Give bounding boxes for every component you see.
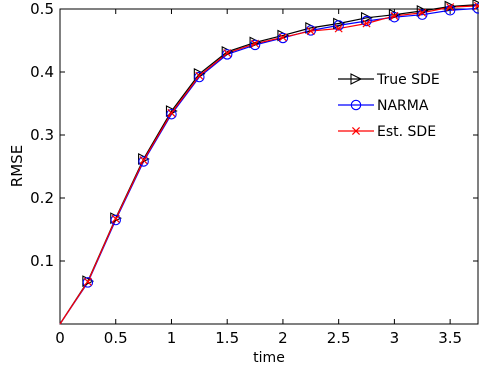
data-point: [473, 1, 479, 10]
x-tick-label: 3.5: [438, 329, 462, 347]
legend-marker: [350, 73, 363, 85]
x-tick-label: 0.5: [104, 329, 128, 347]
legend-label: Est. SDE: [377, 124, 436, 140]
y-tick-label: 0.5: [30, 0, 54, 18]
data-point: [277, 32, 289, 44]
data-point: [361, 15, 372, 27]
x-marker-stroke: [473, 4, 479, 10]
x-marker-stroke: [83, 277, 92, 286]
data-point: [334, 24, 343, 33]
y-tick-label: 0.4: [30, 63, 54, 81]
x-axis-label: time: [253, 350, 285, 366]
legend-marker: [351, 126, 361, 136]
data-point: [446, 3, 455, 12]
data-point: [195, 71, 204, 80]
x-marker-stroke: [390, 11, 399, 20]
series-lines: [59, 3, 479, 325]
x-marker-stroke: [334, 24, 343, 33]
legend-label: True SDE: [376, 72, 440, 88]
legend-marker: [350, 99, 362, 111]
data-point: [221, 49, 233, 60]
x-marker-stroke: [111, 214, 120, 223]
data-point: [472, 3, 479, 14]
x-tick-label: 2: [278, 329, 288, 347]
data-point: [167, 108, 176, 117]
data-point: [249, 39, 261, 51]
data-point: [111, 214, 120, 223]
legend-label: NARMA: [377, 98, 429, 114]
axis-ticks: 0 0.5 1 1.5 2 2.5 3 3.5 0.1 0.2 0.3 0.4 0.5: [30, 0, 478, 347]
data-point: [390, 11, 399, 20]
data-point: [83, 277, 92, 286]
data-point: [223, 49, 232, 58]
x-marker-stroke: [362, 19, 371, 28]
data-point: [389, 11, 400, 23]
x-tick-label: 3: [390, 329, 400, 347]
x-tick-label: 0: [55, 329, 65, 347]
legend: True SDE NARMA Est. SDE: [338, 72, 440, 140]
data-point: [138, 156, 149, 167]
data-point: [305, 25, 317, 36]
data-point: [333, 20, 344, 31]
y-tick-label: 0.1: [30, 252, 54, 270]
data-point: [362, 19, 371, 28]
data-point: [82, 277, 94, 288]
x-marker-stroke: [278, 33, 287, 42]
x-marker-stroke: [223, 49, 232, 58]
x-marker-stroke: [446, 3, 455, 12]
data-point: [360, 11, 373, 24]
data-point: [110, 214, 121, 226]
x-tick-label: 2.5: [327, 329, 351, 347]
data-point: [444, 5, 456, 16]
plot-area: [59, 8, 479, 325]
data-point: [418, 8, 427, 17]
data-point: [139, 156, 148, 165]
y-axis-label: RMSE: [8, 145, 26, 187]
data-point: [417, 9, 428, 20]
y-tick-label: 0.2: [30, 189, 54, 207]
x-marker-stroke: [251, 39, 260, 48]
x-marker-stroke: [139, 156, 148, 165]
x-tick-label: 1: [167, 329, 177, 347]
x-marker-stroke: [195, 71, 204, 80]
data-point: [278, 33, 287, 42]
x-tick-label: 1.5: [215, 329, 239, 347]
data-point: [444, 0, 457, 13]
data-point: [194, 71, 205, 83]
x-marker-stroke: [306, 27, 315, 36]
x-marker-stroke: [418, 8, 427, 17]
data-point: [306, 27, 315, 36]
data-point: [472, 0, 479, 11]
series-markers: [82, 0, 479, 288]
x-marker-stroke: [351, 126, 361, 136]
y-tick-label: 0.3: [30, 126, 54, 144]
data-point: [251, 39, 260, 48]
data-point: [166, 108, 177, 120]
x-marker-stroke: [167, 108, 176, 117]
series-line: [59, 5, 479, 325]
